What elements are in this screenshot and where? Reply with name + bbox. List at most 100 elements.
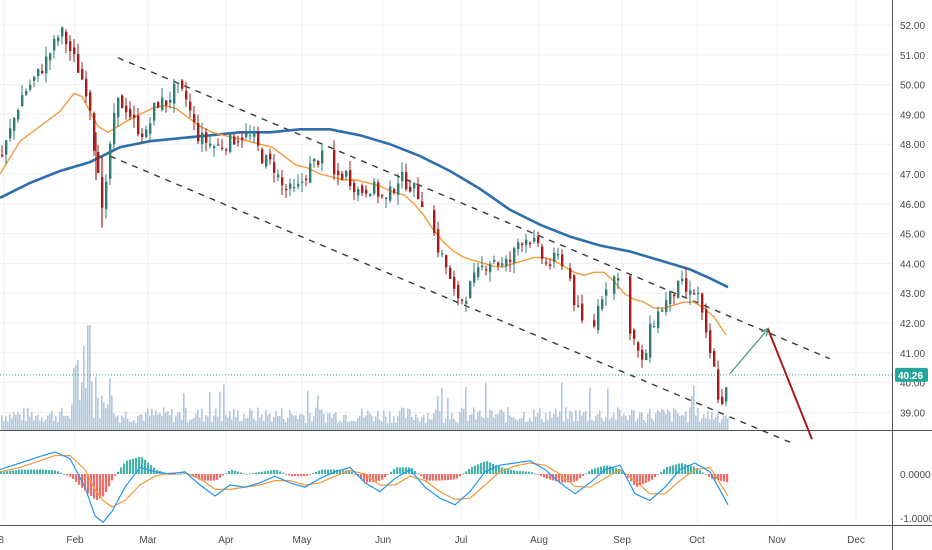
volume-bar xyxy=(663,410,665,430)
macd-histogram-bar xyxy=(108,474,111,487)
candle-body xyxy=(681,278,684,281)
volume-bar xyxy=(179,412,181,430)
price-tick-label: 45.00 xyxy=(900,230,925,241)
macd-histogram-bar xyxy=(615,468,618,474)
macd-histogram-bar xyxy=(384,474,387,478)
macd-histogram-bar xyxy=(639,474,642,486)
projection-down-arrow xyxy=(767,328,813,440)
macd-histogram-bar xyxy=(339,469,342,474)
volume-bar xyxy=(473,407,475,430)
volume-bar xyxy=(55,415,57,430)
macd-histogram-bar xyxy=(537,474,540,475)
macd-histogram-bar xyxy=(660,471,663,474)
macd-histogram-bar xyxy=(456,474,459,479)
candle-body xyxy=(161,97,164,110)
macd-histogram-bar xyxy=(513,470,516,474)
macd-histogram-bar xyxy=(255,472,258,474)
candle-body xyxy=(405,172,408,190)
macd-histogram-bar xyxy=(360,474,363,479)
volume-bar xyxy=(3,421,5,430)
macd-histogram-bar xyxy=(678,463,681,474)
trend-channel xyxy=(0,57,892,443)
volume-bar xyxy=(419,421,421,430)
volume-bar xyxy=(595,416,597,430)
macd-tick-label: 0.0000 xyxy=(900,470,931,481)
volume-bar xyxy=(439,411,441,430)
volume-bar xyxy=(283,419,285,430)
macd-histogram-bar xyxy=(201,474,204,481)
macd-histogram-bar xyxy=(63,474,66,475)
volume-bar xyxy=(345,414,347,430)
volume-bar xyxy=(53,420,55,430)
macd-histogram-bar xyxy=(447,474,450,480)
macd-histogram-bar xyxy=(375,474,378,482)
volume-bar xyxy=(435,409,437,430)
candle-body xyxy=(481,265,484,268)
candle-body xyxy=(261,149,264,164)
candle-body xyxy=(177,82,180,85)
macd-histogram-bar xyxy=(75,474,78,482)
macd-histogram-bar xyxy=(45,469,48,474)
volume-bar xyxy=(559,411,561,430)
volume-bar xyxy=(325,422,327,430)
macd-histogram-bar xyxy=(30,469,33,474)
volume-bar xyxy=(319,409,321,430)
macd-histogram-bar xyxy=(144,459,147,474)
macd-histogram-bar xyxy=(438,474,441,481)
volume-bar xyxy=(675,409,677,430)
volume-bar xyxy=(491,410,493,430)
macd-histogram-bar xyxy=(366,474,369,483)
macd-histogram-bar xyxy=(492,463,495,474)
volume-bar xyxy=(401,407,403,430)
time-tick-label: Aug xyxy=(530,535,548,546)
macd-histogram-bar xyxy=(378,474,381,481)
volume-bar xyxy=(135,422,137,430)
price-tick-label: 51.00 xyxy=(900,51,925,62)
macd-histogram-bar xyxy=(15,470,18,474)
candle-body xyxy=(145,129,148,138)
volume-bar xyxy=(67,415,69,430)
candle-body xyxy=(641,349,644,360)
macd-histogram-bar xyxy=(198,474,201,480)
volume-bar xyxy=(11,418,13,430)
volume-bar xyxy=(323,413,325,430)
candle-body xyxy=(457,284,460,299)
volume-bar xyxy=(515,419,517,430)
time-axis[interactable]: 18 Feb Mar Apr May Jun Jul Aug Sep Oct Nov Dec xyxy=(0,535,865,546)
macd-histogram-bar xyxy=(570,474,573,482)
last-price-badge xyxy=(895,367,928,382)
volume-bar xyxy=(617,407,619,430)
macd-histogram-bar xyxy=(267,470,270,474)
macd-histogram-bar xyxy=(135,457,138,474)
candle-body xyxy=(381,195,384,197)
volume-bar xyxy=(307,390,309,430)
macd-histogram-bar xyxy=(3,471,6,474)
macd-histogram-bar xyxy=(657,474,660,475)
macd-histogram-bar xyxy=(87,474,90,494)
volume-bar xyxy=(627,420,629,430)
volume-bar xyxy=(649,409,651,430)
volume-bar xyxy=(479,410,481,430)
macd-histogram-bar xyxy=(282,472,285,474)
volume-bar xyxy=(399,410,401,430)
macd-histogram-bar xyxy=(714,474,717,480)
volume-bar xyxy=(621,416,623,430)
volume-bar xyxy=(293,415,295,430)
volume-bar xyxy=(285,422,287,430)
macd-histogram-bar xyxy=(528,471,531,474)
volume-bar xyxy=(51,410,53,430)
candle-body xyxy=(645,353,648,361)
volume-bar xyxy=(173,422,175,430)
volume-bar xyxy=(477,412,479,430)
candle-body xyxy=(353,183,356,193)
price-tick-label: 41.00 xyxy=(900,349,925,360)
price-axis[interactable]: 52.00 51.00 50.00 49.00 48.00 47.00 46.00 45.00… xyxy=(900,21,932,525)
volume-bar xyxy=(49,413,51,430)
candle-body xyxy=(365,189,368,194)
volume-bar xyxy=(331,418,333,430)
last-price-label: 40.26 xyxy=(898,371,923,382)
macd-histogram-bar xyxy=(582,474,585,476)
candle-body xyxy=(217,144,220,146)
candle-body xyxy=(665,300,668,313)
volume-bar xyxy=(583,412,585,430)
